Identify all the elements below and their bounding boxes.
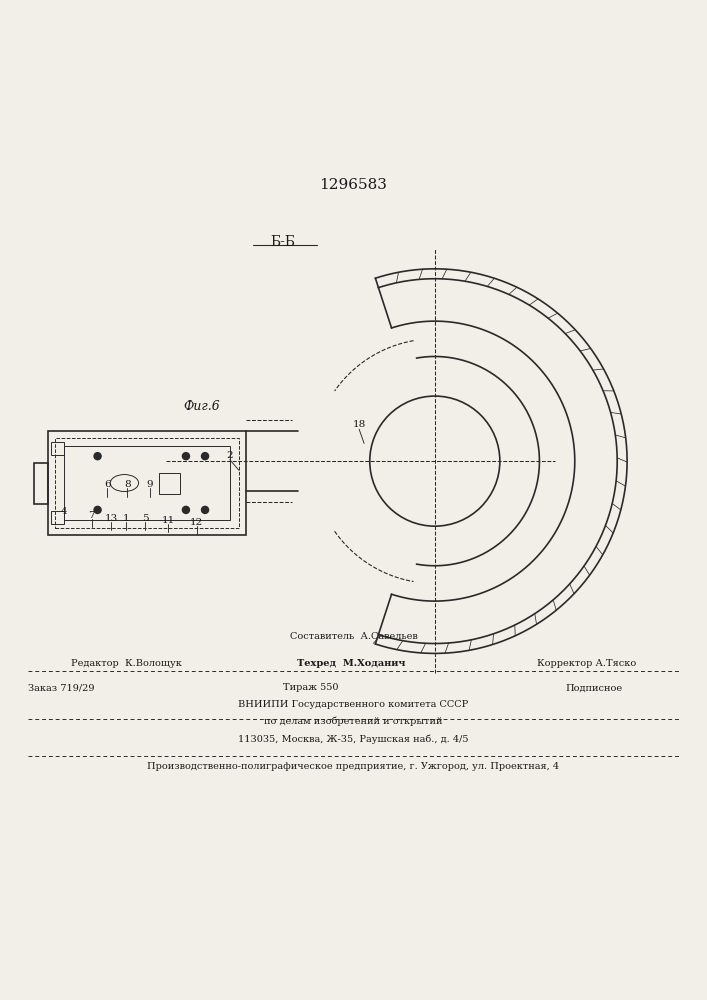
Circle shape bbox=[201, 453, 209, 460]
Text: 12: 12 bbox=[190, 518, 203, 527]
Circle shape bbox=[94, 506, 101, 513]
Text: 7: 7 bbox=[88, 511, 95, 520]
Bar bbox=[51, 442, 64, 455]
Circle shape bbox=[94, 453, 101, 460]
Text: Б-Б: Б-Б bbox=[270, 235, 296, 249]
Circle shape bbox=[182, 453, 189, 460]
Text: 1: 1 bbox=[122, 514, 129, 523]
Text: Составитель  А.Савельев: Составитель А.Савельев bbox=[290, 632, 417, 641]
Text: 6: 6 bbox=[104, 480, 111, 489]
Text: Заказ 719/29: Заказ 719/29 bbox=[28, 683, 95, 692]
Text: по делам изобретений и открытий: по делам изобретений и открытий bbox=[264, 717, 443, 726]
Bar bbox=[64, 446, 230, 520]
Text: Подписное: Подписное bbox=[566, 683, 623, 692]
Circle shape bbox=[182, 506, 189, 513]
Bar bbox=[34, 463, 48, 504]
Bar bbox=[51, 511, 64, 524]
Text: Фиг.6: Фиг.6 bbox=[183, 400, 220, 413]
Text: Производственно-полиграфическое предприятие, г. Ужгород, ул. Проектная, 4: Производственно-полиграфическое предприя… bbox=[148, 762, 559, 771]
Bar bbox=[55, 438, 239, 528]
Text: 113035, Москва, Ж-35, Раушская наб., д. 4/5: 113035, Москва, Ж-35, Раушская наб., д. … bbox=[238, 734, 469, 744]
Bar bbox=[48, 431, 246, 535]
Circle shape bbox=[201, 506, 209, 513]
Text: 2: 2 bbox=[226, 451, 233, 460]
Text: 11: 11 bbox=[162, 516, 175, 525]
Text: 1296583: 1296583 bbox=[320, 178, 387, 192]
Text: 13: 13 bbox=[105, 514, 117, 523]
Text: Корректор А.Тяско: Корректор А.Тяско bbox=[537, 659, 636, 668]
Bar bbox=[159, 473, 180, 494]
Text: Техред  М.Ходанич: Техред М.Ходанич bbox=[297, 659, 405, 668]
Text: 5: 5 bbox=[141, 514, 148, 523]
Text: 4: 4 bbox=[60, 507, 67, 516]
Text: 18: 18 bbox=[353, 420, 366, 429]
Text: 9: 9 bbox=[146, 480, 153, 489]
Text: Редактор  К.Волощук: Редактор К.Волощук bbox=[71, 659, 182, 668]
Text: 8: 8 bbox=[124, 480, 131, 489]
Text: Тираж 550: Тираж 550 bbox=[284, 683, 339, 692]
Text: ВНИИПИ Государственного комитета СССР: ВНИИПИ Государственного комитета СССР bbox=[238, 700, 469, 709]
